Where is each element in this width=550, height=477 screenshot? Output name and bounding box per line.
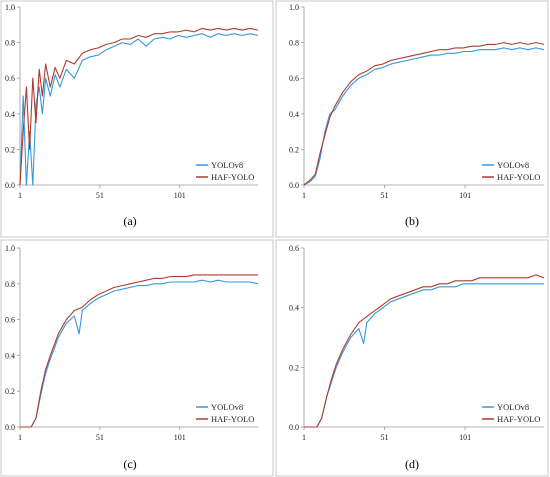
x-tick-label: 101 — [174, 191, 186, 200]
y-tick-label: 0.0 — [289, 423, 299, 432]
chart-panel-3: 0.0 0.2 0.4 0.6 0.8 1.0 1 51 101 YOLOv8 HAF-YOLO (c… — [0, 239, 274, 477]
y-tick-label: 1.0 — [289, 3, 299, 12]
y-tick-label: 0.6 — [5, 316, 15, 325]
chart-panel-2: 0.0 0.2 0.4 0.6 0.8 1.0 1 51 101 YOLOv8 HAF-YOLO (b… — [275, 0, 549, 238]
y-tick-label: 0.6 — [5, 74, 15, 83]
y-tick-label: 0.0 — [5, 181, 15, 190]
series-line-yolov8 — [304, 283, 544, 428]
y-tick-label: 0.4 — [5, 110, 15, 119]
y-tick-label: 0.4 — [289, 110, 299, 119]
chart-panel-1: 0.0 0.2 0.4 0.6 0.8 1.0 1 51 101 YOLOv8 HAF-YOLO (a… — [0, 0, 274, 238]
y-tick-label: 0.2 — [289, 145, 299, 154]
x-tick-label: 1 — [18, 433, 22, 442]
series-line-haf-yolo — [304, 274, 545, 428]
legend-entry: YOLOv8 — [497, 402, 529, 412]
legend-entry: YOLOv8 — [211, 160, 243, 170]
y-tick-label: 0.4 — [5, 351, 15, 360]
x-tick-label: 51 — [381, 433, 389, 442]
series-line-haf-yolo — [19, 27, 259, 186]
y-tick-label: 1.0 — [5, 244, 15, 253]
y-tick-label: 0.6 — [289, 244, 299, 253]
panel-frame — [0, 0, 274, 238]
x-tick-label: 101 — [174, 433, 186, 442]
legend-entry: HAF-YOLO — [211, 414, 254, 424]
y-tick-label: 0.8 — [5, 39, 15, 48]
series-line-yolov8 — [19, 33, 259, 186]
x-tick-label: 1 — [302, 191, 306, 200]
x-tick-label: 51 — [381, 191, 389, 200]
legend-entry: YOLOv8 — [211, 402, 243, 412]
legend-entry: YOLOv8 — [497, 160, 529, 170]
panel-frame — [275, 0, 549, 238]
panel-label: (b) — [405, 214, 419, 228]
legend-entry: HAF-YOLO — [497, 414, 540, 424]
y-tick-label: 0.6 — [289, 74, 299, 83]
panel-frame — [0, 239, 274, 477]
y-tick-label: 1.0 — [5, 3, 15, 12]
x-tick-label: 51 — [96, 433, 104, 442]
series-line-haf-yolo — [303, 42, 545, 186]
panel-label: (d) — [405, 457, 419, 471]
panel-label: (c) — [123, 457, 136, 471]
y-tick-label: 0.2 — [5, 145, 15, 154]
y-tick-label: 0.2 — [289, 363, 299, 372]
y-tick-label: 0.4 — [289, 304, 299, 313]
y-tick-label: 0.0 — [5, 423, 15, 432]
panel-label: (a) — [123, 214, 136, 228]
x-tick-label: 101 — [459, 433, 471, 442]
y-tick-label: 0.8 — [289, 39, 299, 48]
x-tick-label: 1 — [18, 191, 22, 200]
legend-entry: HAF-YOLO — [497, 172, 540, 182]
chart-panel-4: 0.0 0.2 0.4 0.6 1 51 101 YOLOv8 HAF-YOLO (d) — [275, 239, 549, 477]
series-line-haf-yolo — [20, 274, 258, 428]
legend-entry: HAF-YOLO — [211, 172, 254, 182]
x-tick-label: 1 — [302, 433, 306, 442]
series-line-yolov8 — [20, 279, 259, 428]
y-tick-label: 0.2 — [5, 387, 15, 396]
panel-frame — [275, 239, 549, 477]
x-tick-label: 51 — [96, 191, 104, 200]
x-tick-label: 101 — [459, 191, 471, 200]
y-tick-label: 0.8 — [5, 280, 15, 289]
y-tick-label: 0.0 — [289, 181, 299, 190]
